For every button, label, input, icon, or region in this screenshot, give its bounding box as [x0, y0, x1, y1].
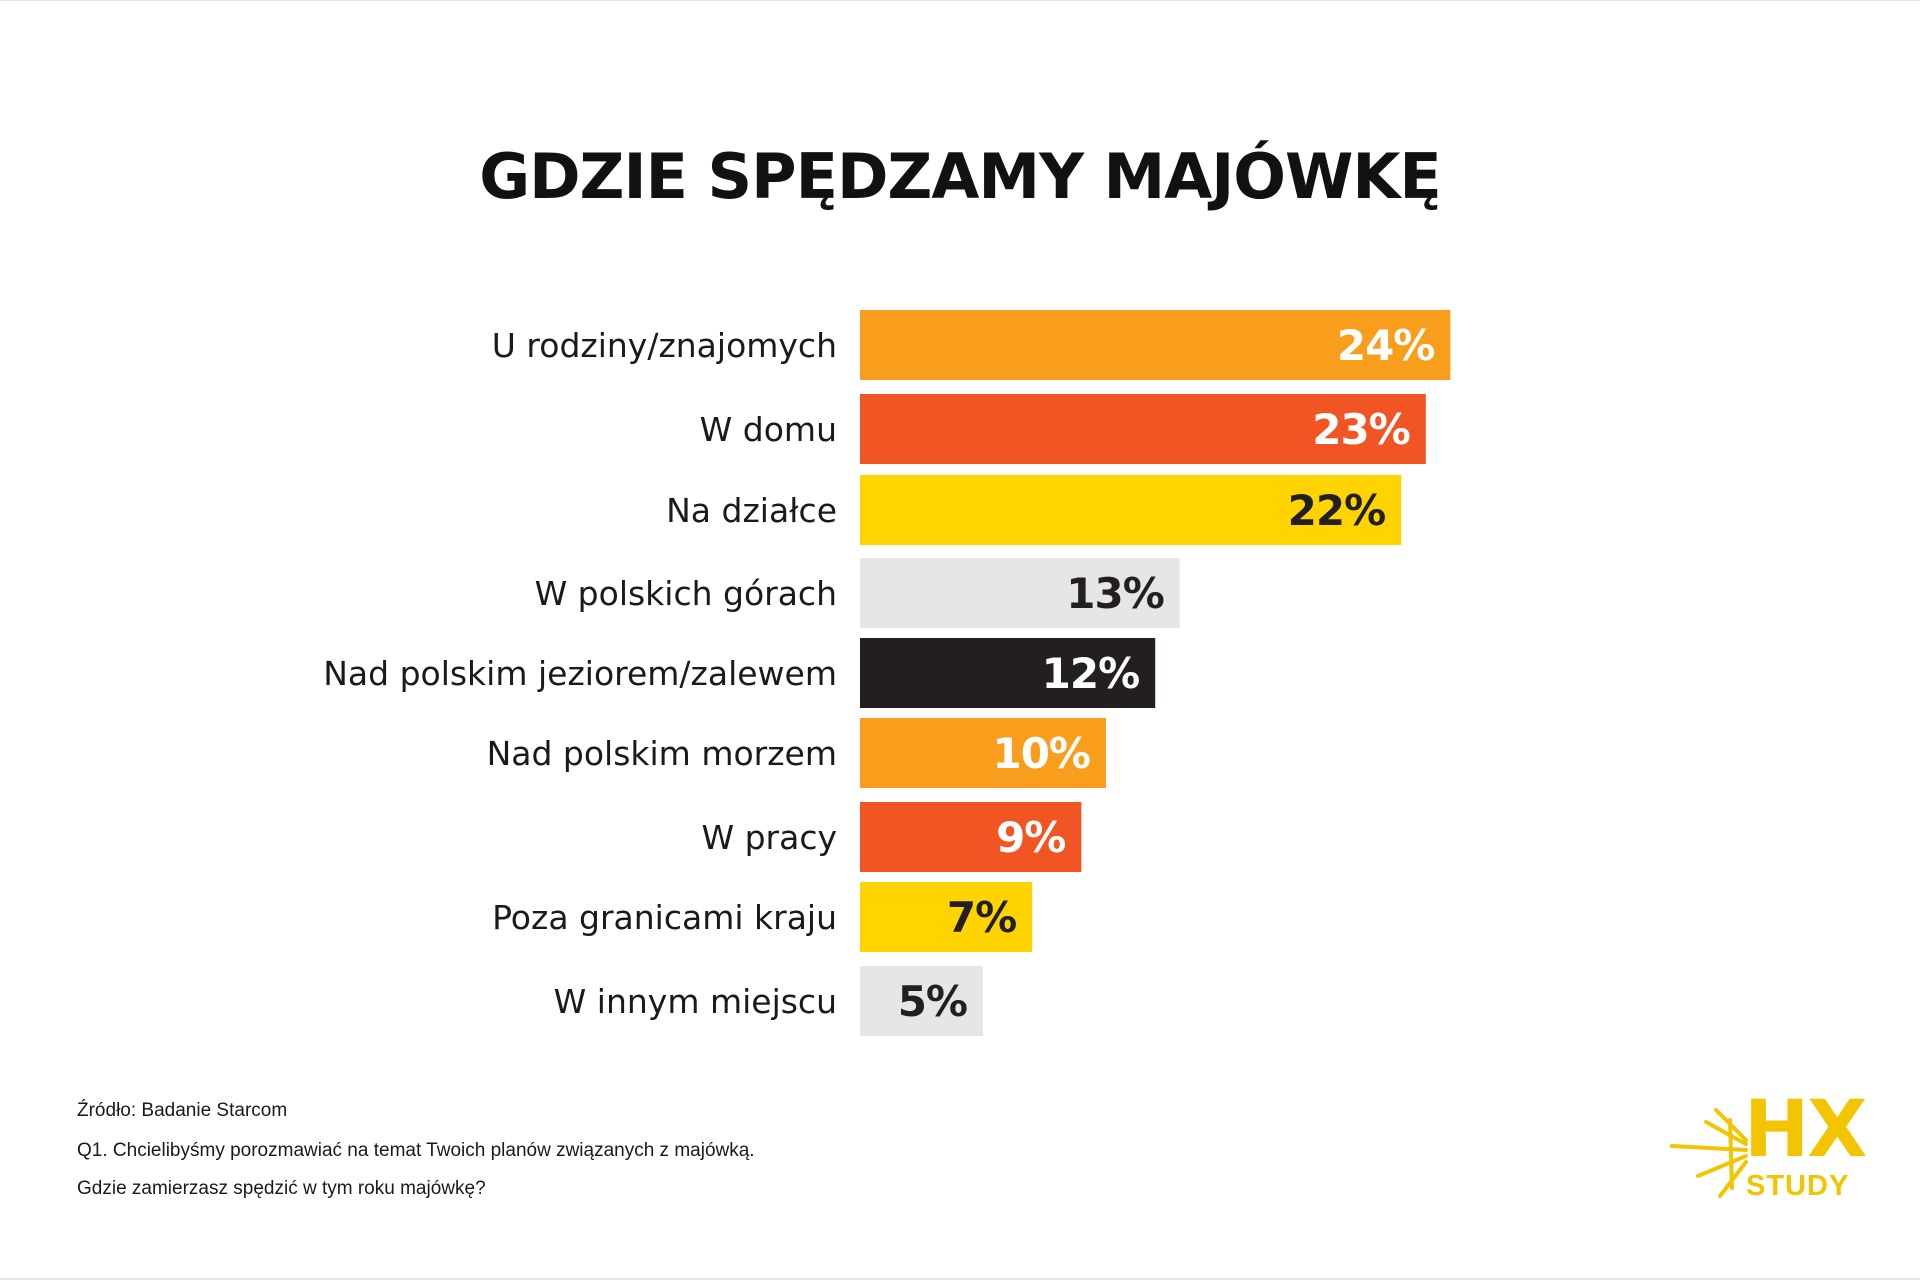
chart-title: GDZIE SPĘDZAMY MAJÓWKĘ [479, 140, 1442, 213]
frame-bottom-border [0, 1278, 1920, 1280]
bar-chart: U rodziny/znajomych 24% W domu 23% Na działc… [323, 310, 1451, 1036]
hx-study-logo: HX STUDY [1668, 1090, 1867, 1210]
frame-top-border [0, 0, 1920, 1]
bar-value-label: 9% [996, 813, 1065, 862]
category-label: W innym miejscu [554, 982, 837, 1021]
bar-value-label: 7% [947, 893, 1016, 942]
bar-value-label: 5% [898, 977, 967, 1026]
category-label: Nad polskim morzem [487, 734, 837, 773]
sunburst-icon [1670, 1108, 1748, 1198]
bar-value-label: 24% [1337, 321, 1435, 370]
category-label: W domu [700, 410, 837, 449]
category-label: Na działce [666, 491, 837, 530]
bar [860, 802, 1082, 872]
bar [860, 475, 1402, 545]
bar [860, 558, 1180, 628]
bar-value-label: 22% [1288, 486, 1386, 535]
bar-value-label: 10% [992, 729, 1090, 778]
bar [860, 638, 1156, 708]
bar [860, 394, 1426, 464]
question-note-line-1: Q1. Chcielibyśmy porozmawiać na temat Tw… [77, 1140, 755, 1161]
category-label: Nad polskim jeziorem/zalewem [323, 654, 837, 693]
source-note: Źródło: Badanie Starcom [77, 1100, 288, 1121]
logo-study-text: STUDY [1746, 1170, 1850, 1202]
category-label: W polskich górach [535, 574, 837, 613]
bar [860, 882, 1033, 952]
bar [860, 310, 1451, 380]
bar-value-label: 23% [1312, 405, 1410, 454]
bar-value-label: 13% [1066, 569, 1164, 618]
category-label: W pracy [701, 818, 837, 857]
bar [860, 718, 1106, 788]
logo-hx-text: HX [1744, 1085, 1867, 1175]
bar-value-label: 12% [1042, 649, 1140, 698]
bar [860, 966, 983, 1036]
category-label: Poza granicami kraju [492, 898, 837, 937]
question-note-line-2: Gdzie zamierzasz spędzić w tym roku majó… [77, 1178, 486, 1199]
category-label: U rodziny/znajomych [492, 326, 837, 365]
